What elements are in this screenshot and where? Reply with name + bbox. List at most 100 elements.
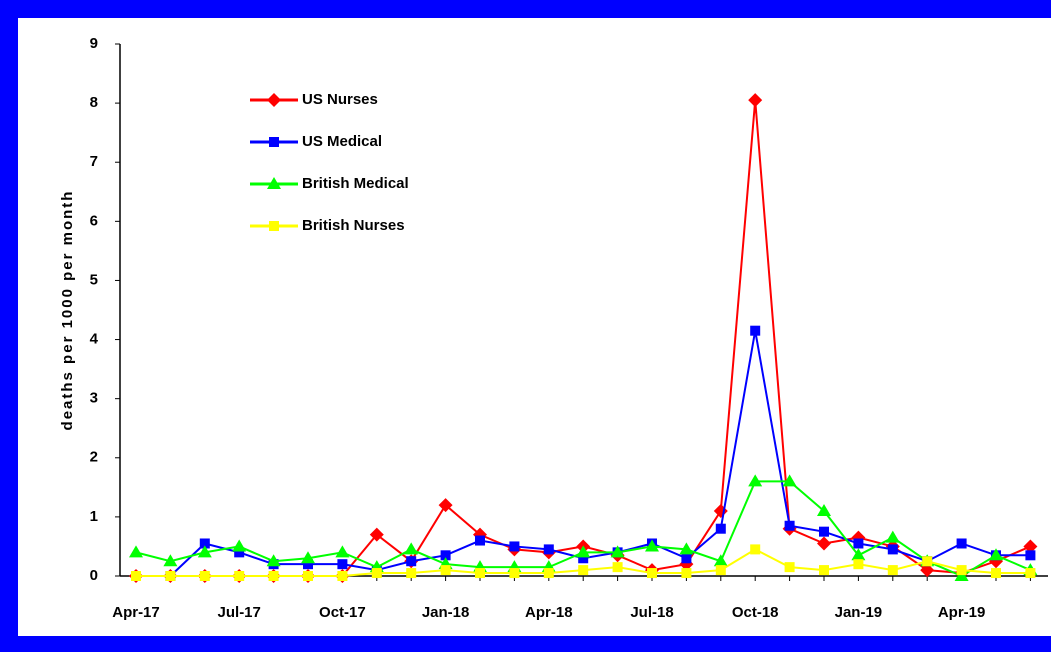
marker xyxy=(578,565,589,576)
marker xyxy=(819,565,829,576)
marker xyxy=(784,520,795,531)
marker xyxy=(679,542,694,555)
legend-label: US Medical xyxy=(302,133,382,150)
marker xyxy=(509,541,520,552)
marker xyxy=(784,562,795,573)
marker xyxy=(406,568,417,579)
marker xyxy=(1025,568,1036,579)
legend-marker xyxy=(267,177,281,189)
marker xyxy=(337,571,348,581)
marker xyxy=(819,526,829,537)
marker xyxy=(956,538,967,549)
marker xyxy=(406,556,417,567)
plot-background xyxy=(18,18,1051,636)
marker xyxy=(610,545,625,558)
marker xyxy=(234,547,245,558)
legend-label: British Medical xyxy=(302,175,409,192)
marker xyxy=(887,544,898,555)
marker xyxy=(438,498,453,513)
marker xyxy=(335,545,350,558)
y-tick-label: 9 xyxy=(90,35,98,52)
marker xyxy=(853,538,864,549)
marker xyxy=(440,550,451,561)
marker xyxy=(681,553,692,564)
marker xyxy=(199,571,210,581)
x-tick-label: Jul-18 xyxy=(630,604,673,621)
marker xyxy=(647,568,657,579)
marker xyxy=(920,563,935,578)
marker xyxy=(922,556,933,567)
marker xyxy=(612,562,623,573)
y-tick-label: 1 xyxy=(90,508,98,525)
x-tick-label: Jan-19 xyxy=(835,604,883,621)
marker xyxy=(748,474,763,487)
marker xyxy=(817,503,831,516)
marker xyxy=(578,553,589,564)
y-axis-label: deaths per 1000 per month xyxy=(59,190,76,431)
y-tick-label: 4 xyxy=(90,331,99,348)
x-tick-label: Apr-19 xyxy=(938,604,986,621)
marker xyxy=(131,571,141,581)
marker xyxy=(543,544,554,555)
y-tick-label: 5 xyxy=(90,271,98,288)
marker xyxy=(165,571,176,581)
marker xyxy=(509,568,520,579)
x-tick-label: Oct-17 xyxy=(319,604,366,621)
marker xyxy=(750,325,761,336)
marker xyxy=(303,559,313,570)
x-tick-label: Apr-18 xyxy=(525,604,573,621)
marker xyxy=(645,539,659,552)
marker xyxy=(301,551,315,564)
marker xyxy=(369,527,384,542)
marker xyxy=(713,554,728,567)
marker xyxy=(475,535,485,546)
legend-marker xyxy=(269,221,279,231)
marker xyxy=(475,568,485,579)
y-tick-label: 2 xyxy=(90,449,98,466)
marker xyxy=(991,568,1001,579)
y-tick-label: 6 xyxy=(90,212,98,229)
y-tick-label: 0 xyxy=(90,567,98,584)
legend-label: US Nurses xyxy=(302,91,378,108)
marker xyxy=(715,523,726,534)
marker xyxy=(1025,550,1036,561)
legend-marker xyxy=(267,93,281,107)
marker xyxy=(989,548,1003,561)
marker xyxy=(199,538,210,549)
marker xyxy=(750,544,761,555)
marker xyxy=(782,474,797,487)
y-tick-label: 7 xyxy=(90,153,98,170)
x-tick-label: Apr-17 xyxy=(112,604,160,621)
marker xyxy=(337,559,348,570)
legend-label: British Nurses xyxy=(302,217,405,234)
marker xyxy=(1023,539,1038,554)
marker xyxy=(163,554,178,567)
marker xyxy=(817,536,831,551)
marker xyxy=(576,545,591,558)
y-tick-label: 3 xyxy=(90,390,98,407)
marker xyxy=(885,530,900,543)
marker xyxy=(232,539,247,552)
marker xyxy=(887,565,898,576)
marker xyxy=(129,545,143,558)
marker xyxy=(748,93,763,108)
marker xyxy=(197,545,212,558)
marker xyxy=(371,568,382,579)
marker xyxy=(715,565,726,576)
x-tick-label: Oct-18 xyxy=(732,604,779,621)
marker xyxy=(851,548,866,561)
marker xyxy=(266,554,281,567)
legend-marker xyxy=(269,137,279,147)
marker xyxy=(853,559,864,570)
marker xyxy=(303,571,313,581)
marker xyxy=(956,565,967,576)
marker xyxy=(234,571,245,581)
marker xyxy=(404,542,419,555)
x-tick-label: Jul-17 xyxy=(218,604,261,621)
marker xyxy=(268,571,279,581)
marker xyxy=(543,568,554,579)
x-tick-label: Jan-18 xyxy=(422,604,470,621)
y-tick-label: 8 xyxy=(90,94,98,111)
